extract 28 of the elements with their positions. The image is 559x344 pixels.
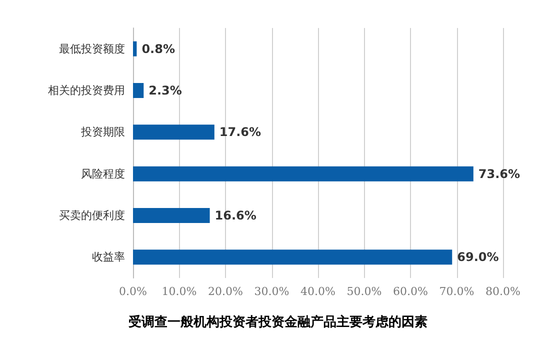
x-tick-label: 10.0% [162,285,197,298]
y-tick-label: 收益率 [92,250,125,264]
y-tick-label: 投资期限 [80,126,125,139]
bar [133,166,474,182]
bar [133,83,144,98]
y-tick-label: 买卖的便利度 [59,209,125,222]
y-tick-label: 相关的投资费用 [48,84,125,97]
text: 受调查一般机构投资者投资金融产品主要考虑的因素 [128,314,428,330]
x-tick-label: 30.0% [254,285,290,298]
x-tick-label: 70.0% [439,285,474,298]
data-label: 0.8% [142,42,175,56]
x-tick-label: 0.0% [119,285,147,298]
x-tick-label: 60.0% [393,285,428,298]
x-tick-label: 20.0% [208,285,243,298]
bar [133,124,214,140]
data-label: 73.6% [478,166,520,181]
data-label: 2.3% [148,84,182,98]
x-tick-label: 40.0% [300,285,336,298]
bar [133,208,210,223]
x-tick-label: 50.0% [346,285,382,298]
x-tick-label: 80.0% [486,285,520,298]
data-label: 16.6% [214,208,256,222]
y-tick-label: 风险程度 [81,167,125,180]
data-label: 17.6% [219,125,262,140]
y-tick-label: 最低投资额度 [59,42,125,56]
data-label: 69.0% [457,250,499,264]
bar [133,250,452,265]
bar [133,41,137,56]
